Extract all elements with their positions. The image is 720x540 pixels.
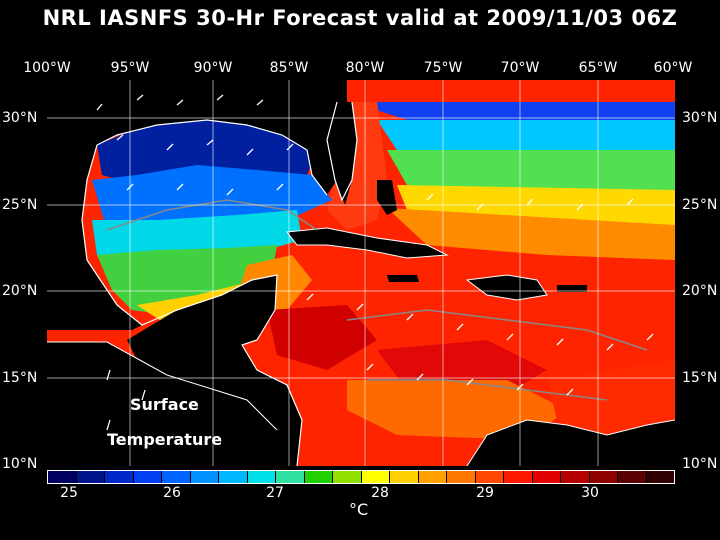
coastline-central-america bbox=[241, 339, 303, 466]
lon-label-95w: 95°W bbox=[110, 60, 150, 76]
colorbar bbox=[47, 470, 675, 484]
country-border bbox=[47, 341, 278, 431]
temperature-label: Temperature bbox=[107, 430, 223, 449]
lon-label-75w: 75°W bbox=[423, 60, 463, 76]
lon-label-100w: 100°W bbox=[23, 60, 71, 76]
colorbar-swatch bbox=[246, 471, 275, 483]
lon-label-90w: 90°W bbox=[193, 60, 233, 76]
map-title: NRL IASNFS 30-Hr Forecast valid at 2009/… bbox=[42, 6, 678, 30]
land-hispaniola bbox=[467, 275, 547, 300]
wind-vectors bbox=[96, 94, 654, 431]
surface-label: Surface bbox=[130, 395, 199, 414]
lat-label-20n-right: 20°N bbox=[682, 283, 718, 299]
land-jamaica bbox=[387, 275, 419, 282]
colorbar-swatch bbox=[332, 471, 361, 483]
caribbean-darkred-1 bbox=[267, 305, 377, 370]
cb-tick-26: 26 bbox=[163, 485, 181, 501]
lat-label-25n: 25°N bbox=[2, 197, 38, 213]
coastline-cuba bbox=[286, 227, 449, 259]
colorbar-swatch bbox=[560, 471, 589, 483]
cb-tick-25: 25 bbox=[60, 485, 78, 501]
colorbar-swatch bbox=[360, 471, 389, 483]
colorbar-swatch bbox=[645, 471, 674, 483]
colorbar-swatch bbox=[446, 471, 475, 483]
lat-label-10n: 10°N bbox=[2, 456, 38, 472]
coastline-yucatan bbox=[86, 259, 278, 341]
lat-label-20n: 20°N bbox=[2, 283, 38, 299]
colorbar-swatch bbox=[503, 471, 532, 483]
colorbar-swatch bbox=[161, 471, 190, 483]
land-yucatan-central-america bbox=[127, 275, 302, 466]
colorbar-swatch bbox=[303, 471, 332, 483]
bathy-contour-2 bbox=[346, 309, 648, 351]
sst-map bbox=[47, 80, 675, 466]
colorbar-swatch bbox=[389, 471, 418, 483]
colorbar-swatch bbox=[531, 471, 560, 483]
coastline-gulf bbox=[81, 119, 328, 261]
lon-label-65w: 65°W bbox=[578, 60, 618, 76]
lat-label-15n: 15°N bbox=[2, 370, 38, 386]
cb-tick-30: 30 bbox=[581, 485, 599, 501]
lon-label-80w: 80°W bbox=[345, 60, 385, 76]
lat-label-25n-right: 25°N bbox=[682, 197, 718, 213]
graticule bbox=[47, 80, 675, 466]
colorbar-swatch bbox=[48, 471, 76, 483]
gulf-green bbox=[97, 245, 277, 315]
coastline-hispaniola bbox=[465, 274, 548, 301]
colorbar-units: °C bbox=[349, 500, 369, 519]
colorbar-swatch bbox=[218, 471, 247, 483]
colorbar-swatch bbox=[474, 471, 503, 483]
lat-label-10n-right: 10°N bbox=[682, 456, 718, 472]
lat-label-15n-right: 15°N bbox=[682, 370, 718, 386]
cb-tick-29: 29 bbox=[476, 485, 494, 501]
colorbar-swatch bbox=[132, 471, 161, 483]
colorbar-swatch bbox=[189, 471, 218, 483]
land-cuba bbox=[287, 228, 447, 258]
lon-label-60w: 60°W bbox=[653, 60, 693, 76]
lat-label-30n: 30°N bbox=[2, 110, 38, 126]
colorbar-swatch bbox=[588, 471, 617, 483]
land-puerto-rico bbox=[557, 285, 587, 292]
colorbar-swatch bbox=[275, 471, 304, 483]
colorbar-swatch bbox=[417, 471, 446, 483]
atlantic-orange-band bbox=[387, 208, 675, 260]
cb-tick-27: 27 bbox=[266, 485, 284, 501]
coastline-florida bbox=[326, 101, 358, 202]
atlantic-blue-band bbox=[352, 102, 675, 125]
gulf-darkblue bbox=[97, 115, 317, 185]
colorbar-swatch bbox=[75, 471, 104, 483]
lon-label-70w: 70°W bbox=[500, 60, 540, 76]
colorbar-swatch bbox=[617, 471, 646, 483]
cb-tick-28: 28 bbox=[371, 485, 389, 501]
caribbean-south-orange bbox=[347, 380, 567, 440]
land-bahamas bbox=[377, 180, 397, 215]
lon-label-85w: 85°W bbox=[269, 60, 309, 76]
bathy-contour-1 bbox=[106, 199, 318, 231]
lat-label-30n-right: 30°N bbox=[682, 110, 718, 126]
colorbar-swatch bbox=[104, 471, 133, 483]
coastline-south-america bbox=[466, 419, 675, 466]
